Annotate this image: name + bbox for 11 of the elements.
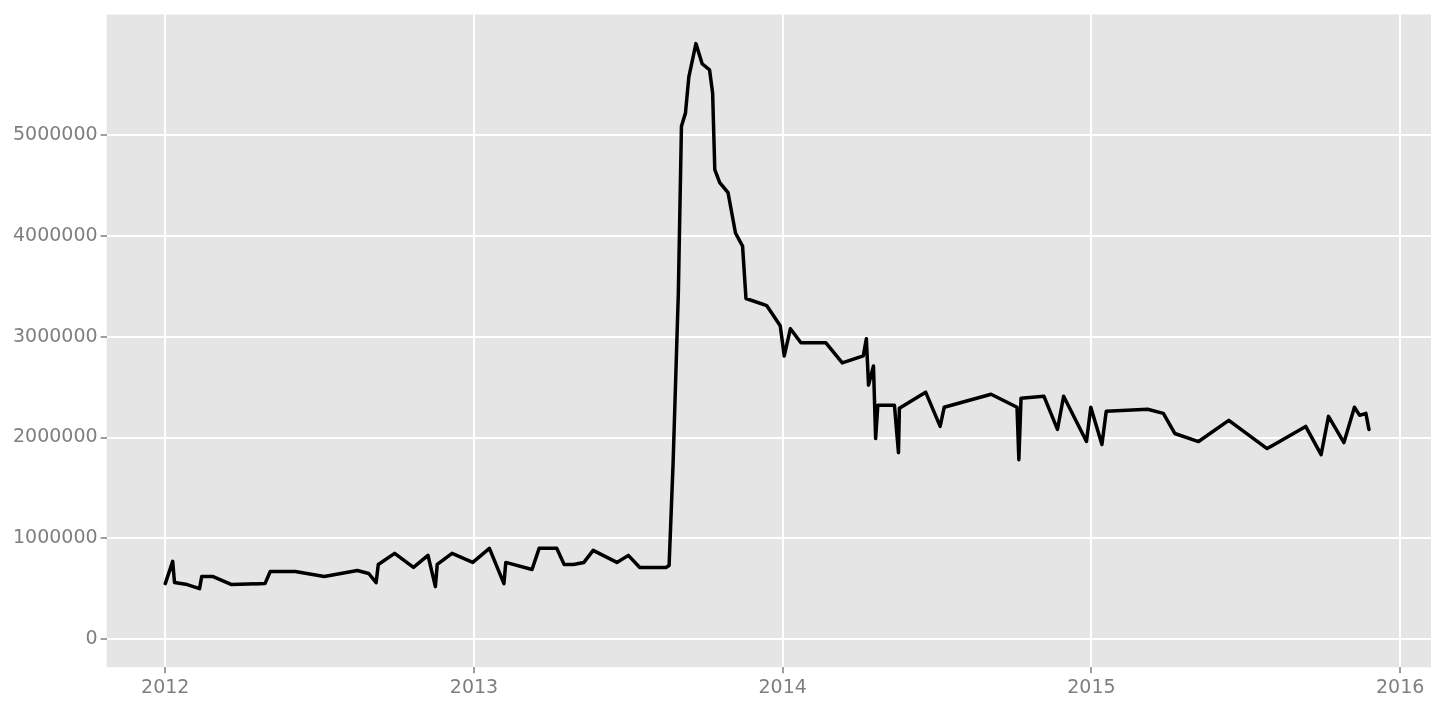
y-tick-label: 1000000 bbox=[12, 525, 98, 548]
y-tick-label: 2000000 bbox=[12, 424, 98, 447]
y-tick-label: 0 bbox=[85, 625, 98, 648]
y-tick-label: 3000000 bbox=[12, 323, 98, 346]
x-tick-label: 2016 bbox=[1375, 674, 1425, 697]
x-tick-label: 2015 bbox=[1067, 674, 1116, 697]
x-tick-label: 2014 bbox=[758, 674, 807, 697]
y-tick-label: 5000000 bbox=[12, 122, 98, 145]
x-tick-label: 2012 bbox=[141, 674, 190, 697]
x-tick-label: 2013 bbox=[449, 674, 499, 697]
y-tick-label: 4000000 bbox=[12, 222, 98, 245]
